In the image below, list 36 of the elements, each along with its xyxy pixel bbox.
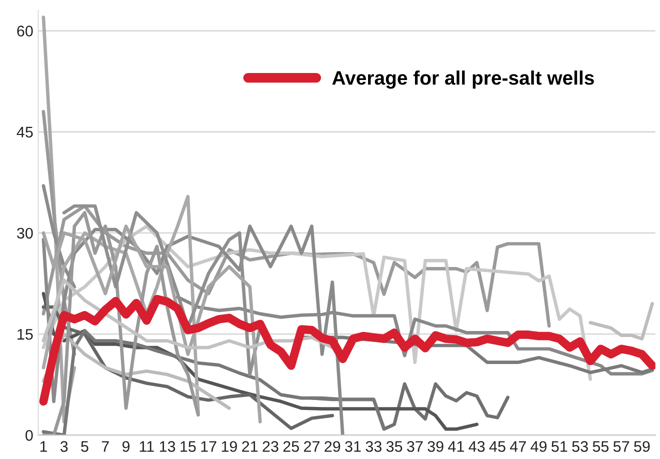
x-tick-label: 29: [324, 441, 340, 452]
x-tick-label: 53: [572, 441, 588, 452]
x-tick-label: 55: [592, 441, 609, 452]
x-tick-label: 7: [102, 441, 109, 452]
y-tick-label: 30: [17, 228, 33, 239]
x-tick-label: 3: [60, 441, 68, 452]
x-tick-label: 47: [510, 441, 526, 452]
x-tick-label: 33: [366, 441, 382, 452]
x-tick-label: 21: [242, 441, 258, 452]
x-tick-label: 9: [122, 441, 130, 452]
x-tick-label: 43: [468, 441, 485, 452]
x-tick-label: 31: [345, 441, 361, 452]
y-tick-label: 60: [17, 26, 33, 36]
x-tick-label: 11: [140, 441, 154, 452]
y-tick-label: 0: [26, 430, 33, 441]
x-tick-label: 19: [222, 441, 237, 452]
y-tick-label: 15: [18, 329, 33, 340]
x-tick-label: 1: [40, 441, 47, 452]
x-tick-label: 13: [160, 441, 176, 452]
x-tick-label: 59: [634, 441, 650, 452]
x-tick-label: 27: [304, 441, 320, 452]
x-tick-label: 49: [530, 441, 547, 452]
x-tick-label: 25: [283, 441, 299, 452]
x-tick-label: 39: [428, 441, 444, 452]
x-tick-label: 51: [552, 441, 568, 452]
x-tick-label: 41: [448, 441, 464, 452]
y-tick-label: 45: [16, 126, 33, 138]
x-tick-label: 57: [613, 441, 630, 452]
x-tick-label: 17: [201, 441, 216, 452]
x-tick-label: 37: [407, 441, 423, 452]
x-tick-label: 15: [180, 441, 196, 452]
x-tick-label: 23: [262, 441, 278, 452]
x-tick-label: 45: [489, 441, 506, 452]
x-tick-label: 35: [386, 441, 402, 452]
legend-label: Average for all pre-salt wells: [332, 70, 594, 89]
x-tick-label: 5: [81, 441, 88, 452]
